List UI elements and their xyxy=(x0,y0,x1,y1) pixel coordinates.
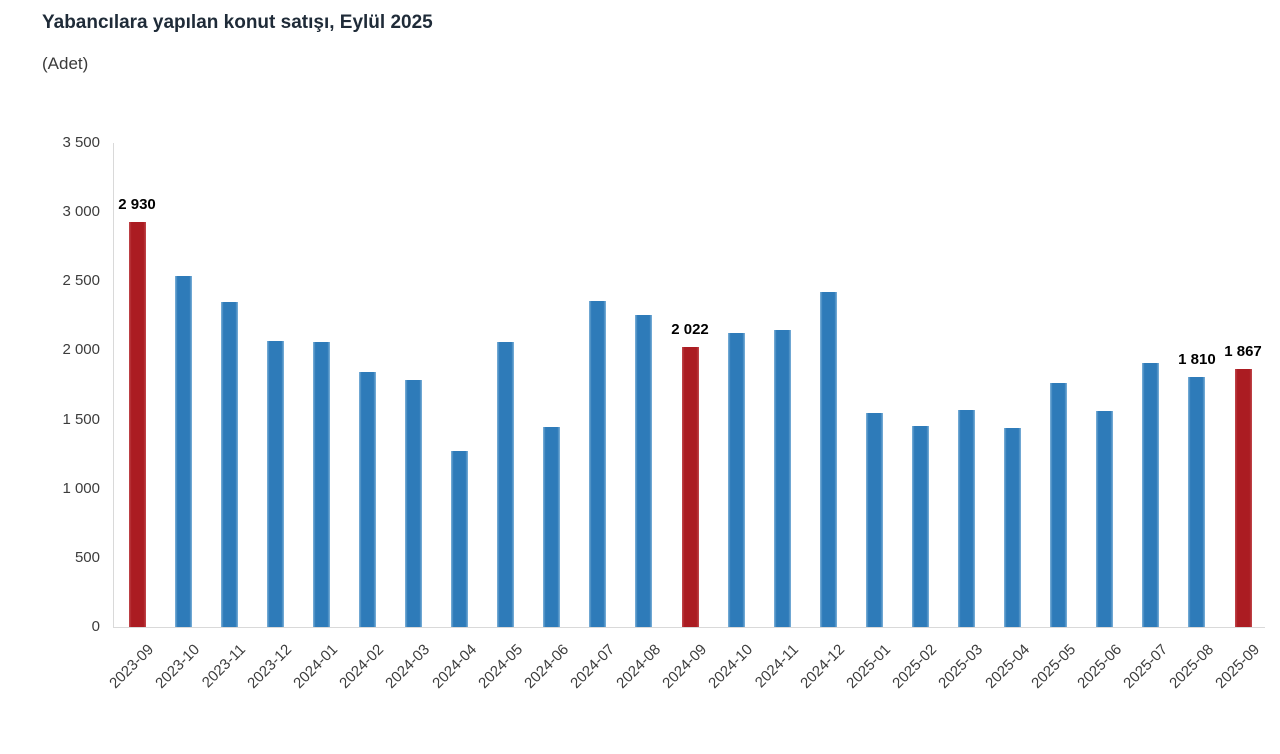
x-axis-label-2025-05: 2025-05 xyxy=(1027,641,1079,692)
chart-title: Yabancılara yapılan konut satışı, Eylül … xyxy=(42,12,433,33)
bar-value-label-2024-09: 2 022 xyxy=(671,321,709,339)
x-axis-label-2025-07: 2025-07 xyxy=(1119,641,1171,692)
x-axis-label-2023-10: 2023-10 xyxy=(152,641,204,692)
x-axis-label-2024-07: 2024-07 xyxy=(566,641,618,692)
x-axis-label-2023-09: 2023-09 xyxy=(106,641,158,692)
x-axis-label-2025-03: 2025-03 xyxy=(935,641,987,692)
bar-2024-09 xyxy=(681,347,699,627)
y-axis-tick-label: 2 500 xyxy=(62,272,100,290)
x-axis-label-2024-06: 2024-06 xyxy=(520,641,572,692)
bar-2023-11 xyxy=(220,301,238,627)
x-axis-label-2024-04: 2024-04 xyxy=(428,641,480,692)
x-axis-label-2025-06: 2025-06 xyxy=(1073,641,1125,692)
bar-2023-09 xyxy=(128,221,146,627)
bar-value-label-2025-08: 1 810 xyxy=(1178,350,1216,368)
y-axis-tick-label: 3 000 xyxy=(62,203,100,221)
bar-2024-10 xyxy=(727,333,745,627)
x-axis-label-2025-08: 2025-08 xyxy=(1165,641,1217,692)
bar-2024-01 xyxy=(312,341,330,627)
bar-2024-06 xyxy=(543,427,561,627)
bar-2025-06 xyxy=(1096,410,1114,627)
x-axis-label-2024-12: 2024-12 xyxy=(797,641,849,692)
x-axis-label-2023-11: 2023-11 xyxy=(199,641,250,692)
bar-2023-10 xyxy=(174,275,192,627)
bar-value-label-2025-09: 1 867 xyxy=(1224,342,1262,360)
bar-2025-08 xyxy=(1188,376,1206,627)
bar-2025-04 xyxy=(1004,427,1022,627)
x-axis-label-2025-09: 2025-09 xyxy=(1212,641,1264,692)
y-axis-tick-label: 3 500 xyxy=(62,134,100,151)
x-axis-label-2024-03: 2024-03 xyxy=(382,641,434,692)
bar-2024-12 xyxy=(819,292,837,627)
bar-value-label-2023-09: 2 930 xyxy=(118,195,156,213)
x-axis-label-2024-08: 2024-08 xyxy=(612,641,664,692)
x-axis-label-2024-11: 2024-11 xyxy=(752,641,803,692)
x-axis-label-2024-05: 2024-05 xyxy=(474,641,526,692)
bar-2024-03 xyxy=(405,379,422,627)
x-axis-label-2025-04: 2025-04 xyxy=(981,641,1033,692)
y-axis-line xyxy=(113,143,114,627)
x-axis-label-2024-02: 2024-02 xyxy=(336,641,388,692)
bar-2025-03 xyxy=(958,409,975,627)
x-axis-label-2024-01: 2024-01 xyxy=(290,641,342,692)
x-axis-label-2025-01: 2025-01 xyxy=(843,641,895,692)
bar-2024-05 xyxy=(497,341,515,627)
x-axis-label-2024-10: 2024-10 xyxy=(705,641,757,692)
bar-2025-09 xyxy=(1234,368,1252,627)
x-axis-label-2024-09: 2024-09 xyxy=(659,641,711,692)
bar-2024-02 xyxy=(358,372,376,627)
y-axis-tick-label: 500 xyxy=(74,548,100,566)
bar-2024-11 xyxy=(773,329,791,627)
y-axis-tick-label: 0 xyxy=(91,618,100,635)
bar-2025-07 xyxy=(1142,363,1160,627)
chart-unit-label: (Adet) xyxy=(42,54,89,73)
x-axis-line xyxy=(113,627,1265,628)
x-axis-label-2025-02: 2025-02 xyxy=(889,641,941,692)
bar-2023-12 xyxy=(266,341,284,627)
y-axis-tick-label: 1 000 xyxy=(62,479,100,497)
bar-2024-08 xyxy=(635,314,653,627)
bar-2025-02 xyxy=(911,425,929,627)
y-axis-tick-label: 2 000 xyxy=(62,341,100,359)
bar-2024-04 xyxy=(451,450,469,627)
bar-2024-07 xyxy=(589,301,607,627)
bar-2025-01 xyxy=(865,413,883,627)
x-axis-label-2023-12: 2023-12 xyxy=(244,641,296,692)
y-axis-tick-label: 1 500 xyxy=(62,410,100,428)
bar-2025-05 xyxy=(1050,382,1068,627)
